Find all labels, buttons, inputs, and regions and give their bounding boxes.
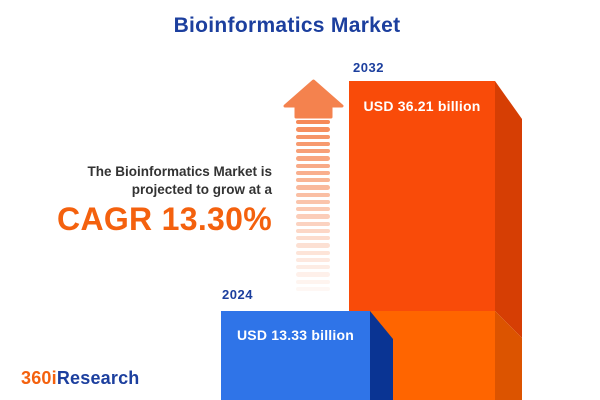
bar-2032-year-label: 2032	[353, 60, 384, 75]
growth-arrow-icon	[283, 79, 344, 119]
annotation-line1: The Bioinformatics Market is	[87, 164, 272, 179]
growth-arrow-stripes	[296, 120, 330, 294]
bar-2024-year-label: 2024	[222, 287, 253, 302]
bar-2024-side-face	[370, 311, 393, 400]
page-title: Bioinformatics Market	[173, 14, 401, 37]
growth-annotation: The Bioinformatics Market is projected t…	[57, 163, 272, 235]
bar-2024: USD 13.33 billion	[221, 311, 370, 400]
brand-logo: 360iResearch	[21, 368, 140, 389]
logo-360i: 360i	[21, 368, 57, 388]
cagr-value: CAGR 13.30%	[57, 201, 272, 238]
bar-2032-side-face	[495, 81, 522, 400]
bar-2024-value-label: USD 13.33 billion	[237, 327, 354, 343]
logo-research: Research	[56, 368, 140, 388]
annotation-line2: projected to grow at a	[131, 182, 272, 198]
bar-2032-value-label: USD 36.21 billion	[363, 98, 481, 114]
